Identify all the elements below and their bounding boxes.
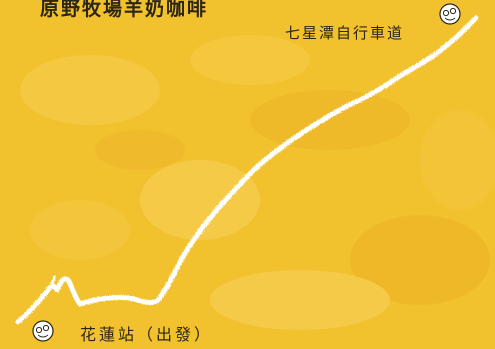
cafe-label: 原野牧場羊奶咖啡 xyxy=(40,0,209,20)
destination-label: 七星潭自行車道 xyxy=(285,24,405,42)
start-label: 花蓮站（出發） xyxy=(80,325,214,344)
pin-icon xyxy=(32,320,54,342)
route-spur xyxy=(46,274,57,292)
pin-icon xyxy=(439,3,461,25)
texture-patches xyxy=(20,35,495,330)
bike-route-line xyxy=(15,15,479,325)
